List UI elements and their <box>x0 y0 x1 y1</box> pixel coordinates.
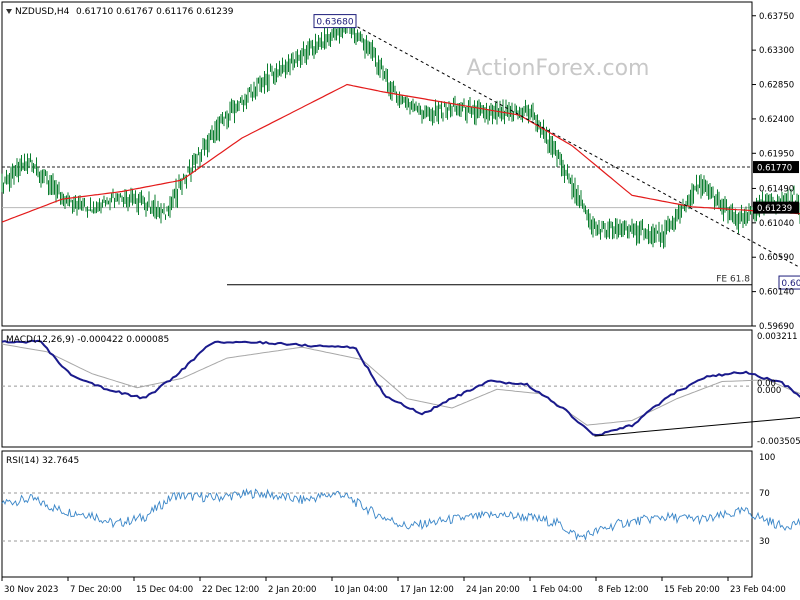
time-tick-label: 23 Feb 04:00 <box>730 585 786 595</box>
rsi-panel-frame <box>1 450 753 578</box>
ohlc-values: 0.61710 0.61767 0.61176 0.61239 <box>76 7 234 17</box>
price-label-box <box>778 275 800 290</box>
price-tick-label: 0.63300 <box>759 46 794 56</box>
time-tick-label: 17 Jan 12:00 <box>400 585 454 595</box>
time-tick-label: 2 Jan 20:00 <box>268 585 316 595</box>
price-tick-label: 0.60590 <box>759 253 794 263</box>
rsi-line <box>1 487 800 541</box>
price-tick-label: 0.61950 <box>759 149 794 159</box>
dashed-trendline <box>346 20 800 269</box>
resistance-price-tag <box>753 161 799 174</box>
time-tick-label: 24 Jan 20:00 <box>466 585 520 595</box>
price-tick-label: 0.62400 <box>759 115 794 125</box>
macd-tick-label: 0.003211 <box>757 332 798 342</box>
macd-tick-label: 0.00 <box>757 379 776 389</box>
chart-header: NZDUSD,H4 0.61710 0.61767 0.61176 0.6123… <box>6 7 234 17</box>
time-tick-label: 10 Jan 04:00 <box>334 585 388 595</box>
price-tick-label: 0.62850 <box>759 81 794 91</box>
symbol-triangle-icon <box>6 9 12 14</box>
ema-line <box>1 83 800 223</box>
rsi-tick-label: 100 <box>759 453 775 463</box>
macd-trendline <box>594 417 800 437</box>
price-tick-label: 0.61040 <box>759 219 794 229</box>
price-label-box <box>313 14 357 29</box>
last-price-tag-label: 0.61239 <box>757 204 792 214</box>
price-tick-label: 0.60140 <box>759 288 794 298</box>
macd-title: MACD(12,26,9) -0.000422 0.000085 <box>6 335 169 345</box>
fe-label: FE 61.8 <box>716 275 750 285</box>
rsi-tick-label: 70 <box>759 489 770 499</box>
macd-line <box>1 339 800 437</box>
price-tick-label: 0.61490 <box>759 184 794 194</box>
macd-panel-frame <box>1 329 753 448</box>
last-price-tag <box>753 201 799 214</box>
time-tick-label: 1 Feb 04:00 <box>532 585 582 595</box>
time-tick-label: 7 Dec 20:00 <box>70 585 122 595</box>
price-label: 0.60370 <box>781 279 800 289</box>
price-panel-frame <box>1 1 753 327</box>
resistance-price-tag-label: 0.61770 <box>757 164 792 174</box>
macd-tick-label: 0.000 <box>757 386 781 396</box>
symbol-name: NZDUSD,H4 <box>15 7 70 17</box>
price-tick-label: 0.59690 <box>759 322 794 332</box>
rsi-tick-label: 30 <box>759 537 770 547</box>
watermark: ActionForex.com <box>467 56 650 81</box>
macd-layer <box>1 339 800 437</box>
macd-tick-label: -0.003505 <box>757 437 800 447</box>
price-label: 0.63680 <box>316 18 353 28</box>
axis-layer: 0.63750 0.63300 0.62850 0.62400 0.61950 0.614… <box>1 12 800 595</box>
rsi-title: RSI(14) 32.7645 <box>6 456 79 466</box>
time-tick-label: 8 Feb 12:00 <box>598 585 648 595</box>
time-tick-label: 22 Dec 12:00 <box>202 585 259 595</box>
time-tick-label: 15 Dec 04:00 <box>136 585 193 595</box>
time-tick-label: 30 Nov 2023 <box>4 585 58 595</box>
time-tick-label: 15 Feb 20:00 <box>664 585 720 595</box>
price-tick-label: 0.63750 <box>759 12 794 22</box>
rsi-layer <box>1 487 800 542</box>
